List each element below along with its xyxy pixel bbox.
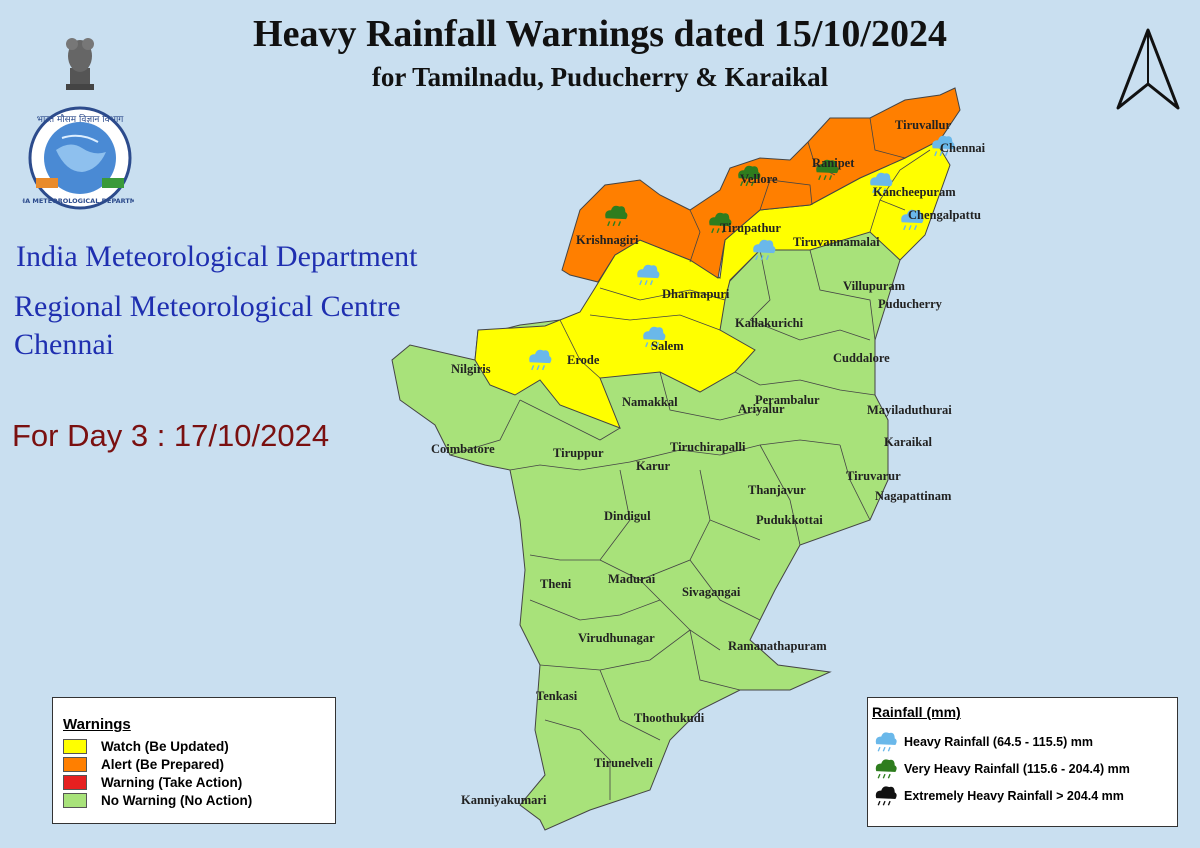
district-label-pudukkottai: Pudukkottai — [756, 513, 823, 527]
light-blue-rain-cloud-icon — [875, 731, 897, 752]
district-label-ranipet: Ranipet — [812, 156, 855, 170]
district-label-virudhunagar: Virudhunagar — [578, 631, 655, 645]
black-rain-cloud-icon — [875, 785, 897, 806]
district-label-chennai: Chennai — [940, 141, 986, 155]
alert-swatch — [63, 756, 87, 772]
district-label-mayiladuthurai: Mayiladuthurai — [867, 403, 952, 417]
district-label-tenkasi: Tenkasi — [536, 689, 578, 703]
district-label-ramanathapuram: Ramanathapuram — [728, 639, 827, 653]
legend-item-no-warning: No Warning (No Action) — [63, 791, 335, 809]
warnings-legend-title: Warnings — [63, 716, 131, 733]
district-label-kancheepuram: Kancheepuram — [873, 185, 956, 199]
rainfall-label: Heavy Rainfall (64.5 - 115.5) mm — [904, 734, 1093, 749]
watch-swatch — [63, 738, 87, 754]
warning-swatch — [63, 774, 87, 790]
logo-hindi-text: भारत मौसम विज्ञान विभाग — [37, 113, 125, 125]
org-centre: Regional Meteorological Centre — [14, 290, 401, 323]
warnings-legend: Warnings Watch (Be Updated) Alert (Be Pr… — [52, 697, 336, 824]
district-label-karaikal: Karaikal — [884, 435, 932, 449]
national-emblem-icon — [66, 38, 94, 90]
district-label-puducherry: Puducherry — [878, 297, 943, 311]
legend-item-alert: Alert (Be Prepared) — [63, 755, 335, 773]
district-label-ariyalur: Ariyalur — [738, 402, 785, 416]
district-borders — [449, 117, 931, 800]
district-label-karur: Karur — [636, 459, 670, 473]
district-label-madurai: Madurai — [608, 572, 656, 586]
rainfall-legend-title: Rainfall (mm) — [872, 704, 961, 720]
district-label-nagapattinam: Nagapattinam — [875, 489, 952, 503]
rainfall-item-heavy: Heavy Rainfall (64.5 - 115.5) mm — [872, 728, 1177, 755]
state-region-alert — [561, 87, 961, 283]
district-label-villupuram: Villupuram — [843, 279, 906, 293]
district-label-tirunelveli: Tirunelveli — [594, 756, 653, 770]
green-rain-cloud-icon — [875, 758, 897, 779]
no-warning-swatch — [63, 792, 87, 808]
district-label-sivagangai: Sivagangai — [682, 585, 741, 599]
rainfall-label: Extremely Heavy Rainfall > 204.4 mm — [904, 788, 1124, 803]
district-label-thanjavur: Thanjavur — [748, 483, 806, 497]
district-label-tiruppur: Tiruppur — [553, 446, 604, 460]
district-label-dharmapuri: Dharmapuri — [662, 287, 730, 301]
legend-label: No Warning (No Action) — [101, 792, 253, 808]
rainfall-label: Very Heavy Rainfall (115.6 - 204.4) mm — [904, 761, 1130, 776]
district-label-krishnagiri: Krishnagiri — [576, 233, 639, 247]
org-city: Chennai — [14, 328, 114, 361]
district-label-erode: Erode — [567, 353, 600, 367]
district-label-tiruvallur: Tiruvallur — [895, 118, 951, 132]
imd-logo: भारत मौसम विज्ञान विभाग INDIA METEOROLOG… — [22, 38, 134, 210]
org-name: India Meteorological Department — [16, 240, 418, 273]
district-label-chengalpattu: Chengalpattu — [908, 208, 981, 222]
legend-item-watch: Watch (Be Updated) — [63, 737, 335, 755]
district-label-tiruvarur: Tiruvarur — [846, 469, 901, 483]
rainfall-legend: Rainfall (mm) Heavy Rainfall (64.5 - 115… — [867, 697, 1178, 827]
district-label-kallakurichi: Kallakurichi — [735, 316, 804, 330]
district-label-perambalur: Perambalur — [755, 393, 820, 407]
district-label-tiruvannamalai: Tiruvannamalai — [793, 235, 880, 249]
map-subtitle: for Tamilnadu, Puducherry & Karaikal — [371, 62, 829, 92]
district-label-namakkal: Namakkal — [622, 395, 678, 409]
legend-item-warning: Warning (Take Action) — [63, 773, 335, 791]
north-arrow-icon — [1116, 28, 1180, 110]
district-label-nilgiris: Nilgiris — [451, 362, 491, 376]
district-label-dindigul: Dindigul — [604, 509, 651, 523]
district-label-thoothukudi: Thoothukudi — [634, 711, 705, 725]
legend-label: Watch (Be Updated) — [101, 738, 229, 754]
district-label-tiruchirapalli: Tiruchirapalli — [670, 440, 746, 454]
forecast-day-label: For Day 3 : 17/10/2024 — [12, 418, 330, 453]
district-label-vellore: Vellore — [740, 172, 778, 186]
map-title: Heavy Rainfall Warnings dated 15/10/2024 — [253, 13, 947, 55]
rainfall-item-very-heavy: Very Heavy Rainfall (115.6 - 204.4) mm — [872, 755, 1177, 782]
logo-english-text: INDIA METEOROLOGICAL DEPARTMENT — [22, 197, 134, 205]
district-label-salem: Salem — [651, 339, 684, 353]
district-label-coimbatore: Coimbatore — [431, 442, 495, 456]
legend-label: Warning (Take Action) — [101, 774, 243, 790]
legend-label: Alert (Be Prepared) — [101, 756, 225, 772]
district-label-cuddalore: Cuddalore — [833, 351, 890, 365]
rainfall-item-extreme: Extremely Heavy Rainfall > 204.4 mm — [872, 782, 1177, 809]
district-label-tirupathur: Tirupathur — [720, 221, 781, 235]
district-label-kanniyakumari: Kanniyakumari — [461, 793, 547, 807]
district-label-theni: Theni — [540, 577, 572, 591]
